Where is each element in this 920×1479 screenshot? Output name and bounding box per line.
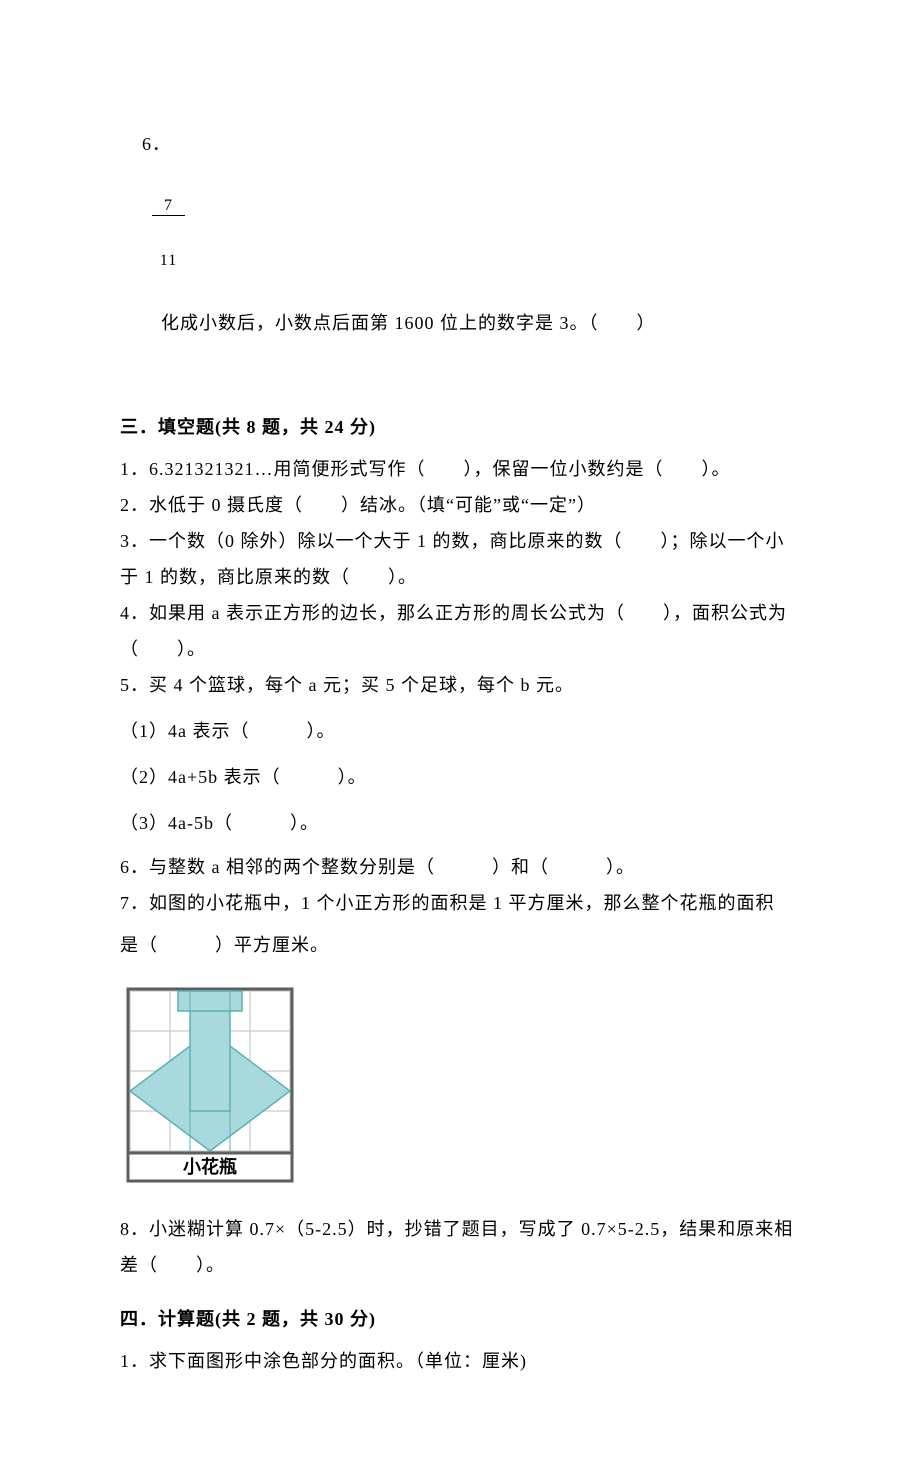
sec3-q5-lead: 5．买 4 个篮球，每个 a 元；买 5 个足球，每个 b 元。 — [120, 667, 800, 703]
section4-heading: 四．计算题(共 2 题，共 30 分) — [120, 1301, 800, 1337]
sec2-q6-index: 6． — [142, 134, 171, 154]
sec3-q1: 1．6.321321321…用简便形式写作（ ），保留一位小数约是（ ）。 — [120, 451, 800, 487]
fraction-numerator: 7 — [152, 198, 185, 216]
svg-text:小花瓶: 小花瓶 — [183, 1156, 237, 1177]
sec3-q7-line2: 是（ ）平方厘米。 — [120, 927, 800, 963]
sec3-q8: 8．小迷糊计算 0.7×（5-2.5）时，抄错了题目，写成了 0.7×5-2.5… — [120, 1211, 800, 1283]
sec3-q5-sub1: （1）4a 表示（ ）。 — [120, 713, 800, 749]
sec3-q5-sub2: （2）4a+5b 表示（ ）。 — [120, 759, 800, 795]
sec3-q3: 3．一个数（0 除外）除以一个大于 1 的数，商比原来的数（ ）；除以一个小于 … — [120, 523, 800, 595]
sec2-q6-text: 化成小数后，小数点后面第 1600 位上的数字是 3。（ ） — [142, 313, 656, 333]
fraction-7-11: 7 11 — [152, 162, 185, 305]
vase-figure: 小花瓶 — [120, 985, 300, 1185]
document-page: 6． 7 11 化成小数后，小数点后面第 1600 位上的数字是 3。（ ） 三… — [0, 0, 920, 1479]
sec3-q6: 6．与整数 a 相邻的两个整数分别是（ ）和（ ）。 — [120, 849, 800, 885]
sec2-q6: 6． 7 11 化成小数后，小数点后面第 1600 位上的数字是 3。（ ） — [120, 90, 800, 377]
fraction-denominator: 11 — [152, 252, 185, 269]
spacer — [120, 377, 800, 391]
sec3-q4: 4．如果用 a 表示正方形的边长，那么正方形的周长公式为（ ），面积公式为（ ）… — [120, 595, 800, 667]
sec3-q5-sub3: （3）4a-5b（ ）。 — [120, 805, 800, 841]
section3-heading: 三．填空题(共 8 题，共 24 分) — [120, 409, 800, 445]
sec3-q2: 2．水低于 0 摄氏度（ ）结冰。（填“可能”或“一定”） — [120, 487, 800, 523]
sec3-q7-line1: 7．如图的小花瓶中，1 个小正方形的面积是 1 平方厘米，那么整个花瓶的面积 — [120, 885, 800, 921]
vase-svg: 小花瓶 — [120, 985, 300, 1185]
sec4-q1: 1．求下面图形中涂色部分的面积。（单位：厘米) — [120, 1343, 800, 1379]
